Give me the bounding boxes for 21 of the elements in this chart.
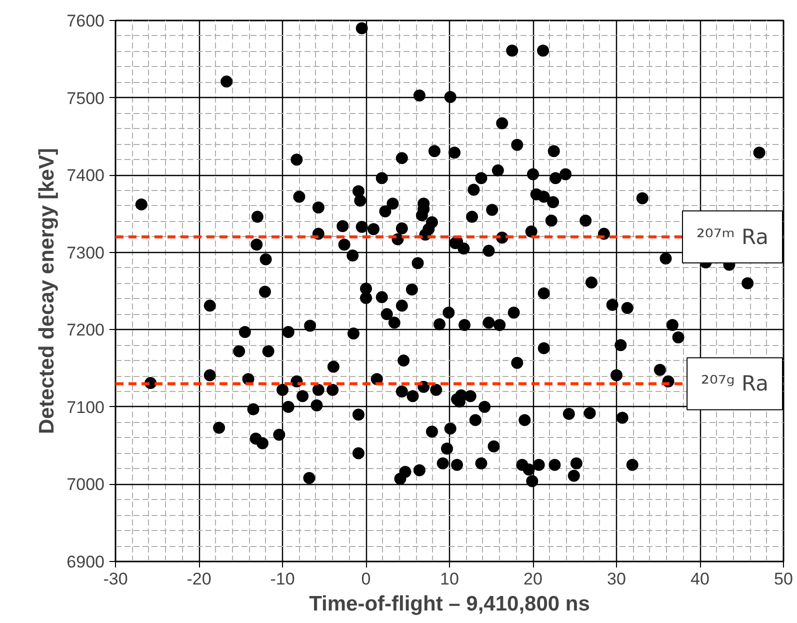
- x-tick-label: 10: [440, 570, 459, 588]
- x-tick-label: -20: [186, 570, 212, 588]
- y-tick-label: 7500: [66, 88, 105, 108]
- y-tick-label: 7000: [66, 475, 105, 494]
- y-tick-label: 7600: [66, 12, 105, 30]
- ref-line-label: ²⁰⁷ᵐ Ra: [696, 224, 768, 249]
- x-tick-label: 0: [361, 570, 371, 588]
- x-tick-label: 20: [524, 570, 542, 588]
- x-tick-label: 50: [774, 570, 793, 588]
- x-tick-label: 30: [607, 570, 626, 588]
- ref-line-label: ²⁰⁷ᵍ Ra: [701, 372, 769, 396]
- x-tick-label: -10: [270, 570, 295, 588]
- y-tick-label: 6900: [66, 552, 105, 572]
- y-tick-label: 7200: [66, 320, 105, 340]
- x-axis-title: Time-of-flight – 9,410,800 ns: [309, 592, 590, 616]
- x-tick-label: -30: [103, 570, 128, 588]
- y-tick-label: 7400: [66, 166, 105, 186]
- y-tick-label: 7100: [66, 398, 105, 417]
- y-axis-title: Detected decay energy [keV]: [36, 148, 59, 434]
- x-tick-label: 40: [690, 570, 710, 588]
- y-tick-label: 7300: [66, 243, 105, 262]
